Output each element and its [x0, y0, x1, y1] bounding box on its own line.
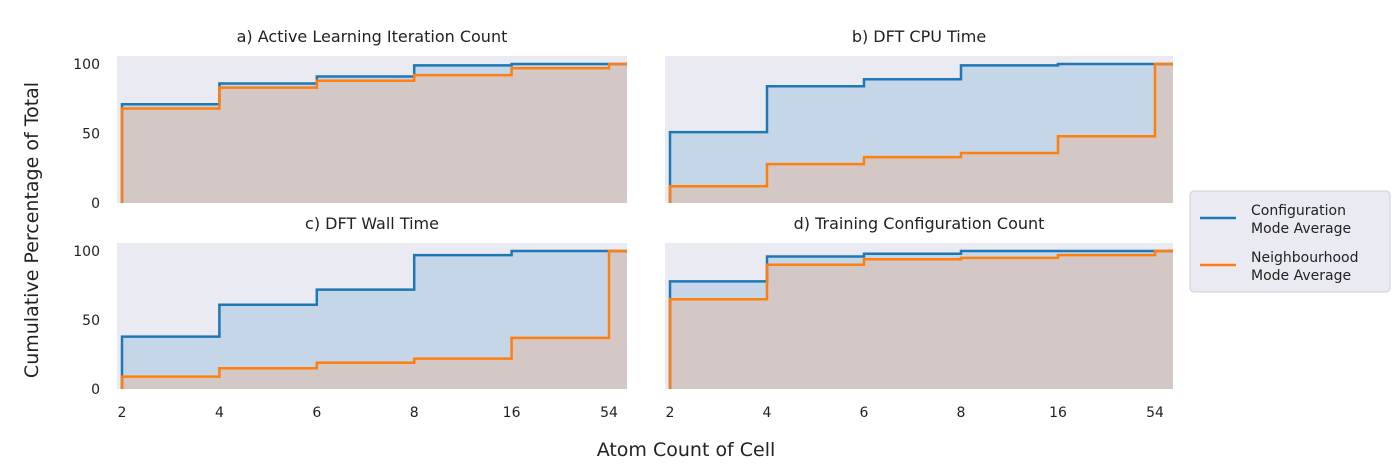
x-tick-label: 6 [312, 405, 321, 421]
legend-config-label-2: Mode Average [1251, 221, 1351, 237]
x-tick-label: 8 [957, 405, 966, 421]
y-tick-label: 100 [73, 244, 100, 260]
x-tick-label: 8 [410, 405, 419, 421]
panel-title: a) Active Learning Iteration Count [237, 27, 508, 46]
config-line [668, 249, 1173, 389]
legend-neigh-label-2: Mode Average [1251, 268, 1351, 284]
panel-1: b) DFT CPU Time [665, 27, 1173, 203]
legend-neigh-label-1: Neighbourhood [1251, 250, 1358, 266]
neigh-area [670, 251, 1173, 389]
config-area [122, 251, 627, 389]
legend-box [1189, 190, 1391, 293]
config-line [668, 62, 1173, 203]
x-tick-label: 4 [763, 405, 772, 421]
neigh-line [668, 62, 1173, 203]
y-axis-label: Cumulative Percentage of Total [21, 82, 43, 378]
panel-3: d) Training Configuration Count 2 4 6 8 16 54 [665, 214, 1173, 421]
x-tick-label: 16 [1049, 405, 1067, 421]
neigh-area [670, 64, 1173, 203]
neigh-area [122, 251, 627, 389]
legend: Configuration Mode Average Neighbourhood… [1189, 190, 1391, 293]
neigh-line [668, 249, 1173, 389]
config-line [120, 249, 627, 389]
y-tick-label: 50 [82, 313, 100, 329]
neigh-line [120, 62, 627, 203]
x-tick-label: 2 [118, 405, 127, 421]
panel-title: d) Training Configuration Count [794, 214, 1045, 233]
panel-0: a) Active Learning Iteration Count 0 50 100 [73, 27, 627, 212]
y-tick-label: 0 [91, 382, 100, 398]
neigh-area [122, 64, 627, 203]
legend-config-label-1: Configuration [1251, 203, 1346, 219]
config-line [120, 62, 627, 203]
panel-2: c) DFT Wall Time 0 50 100 2 4 6 8 16 54 [73, 214, 627, 421]
y-tick-label: 50 [82, 127, 100, 143]
x-axis-label: Atom Count of Cell [597, 439, 776, 461]
x-tick-label: 4 [215, 405, 224, 421]
x-tick-label: 6 [860, 405, 869, 421]
x-tick-label: 54 [600, 405, 618, 421]
x-tick-label: 2 [666, 405, 675, 421]
chart-panels: a) Active Learning Iteration Count 0 50 100… [73, 27, 1173, 421]
x-tick-label: 16 [503, 405, 521, 421]
y-tick-label: 100 [73, 57, 100, 73]
x-tick-label: 54 [1146, 405, 1164, 421]
y-tick-label: 0 [91, 196, 100, 212]
panel-title: c) DFT Wall Time [305, 214, 439, 233]
panel-title: b) DFT CPU Time [852, 27, 986, 46]
neigh-line [120, 249, 627, 389]
